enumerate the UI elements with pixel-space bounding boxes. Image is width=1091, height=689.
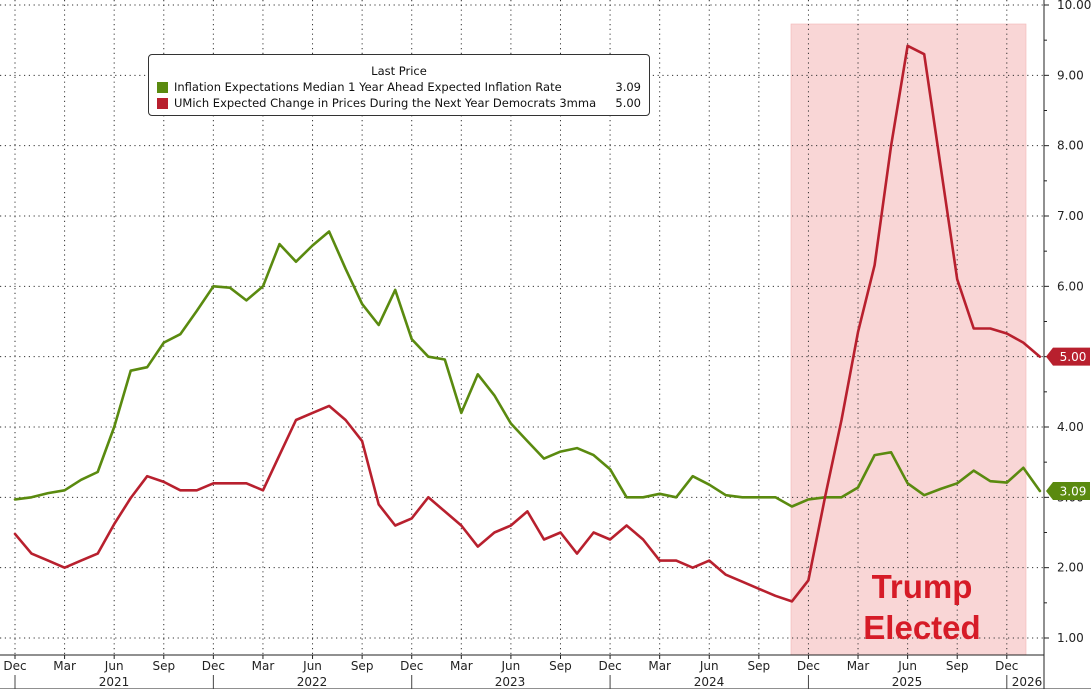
last-value-tag-green	[1046, 482, 1090, 501]
legend-title: Last Price	[371, 64, 427, 78]
chart-legend: Last Price Inflation Expectations Median…	[148, 54, 650, 116]
x-month-label: Dec	[3, 659, 26, 673]
x-month-label: Jun	[302, 659, 322, 673]
x-month-label: Dec	[400, 659, 423, 673]
y-tick-label: 9.00	[1057, 68, 1084, 82]
series-line-umich-democrats	[13, 44, 1042, 603]
trump-elected-annotation: Trump Elected	[822, 566, 1022, 648]
x-month-label: Dec	[995, 659, 1018, 673]
grid-lines	[0, 0, 1044, 655]
x-year-label: 2022	[297, 675, 328, 689]
x-month-label: Jun	[104, 659, 124, 673]
x-month-label: Mar	[450, 659, 473, 673]
legend-value: 5.00	[615, 96, 641, 110]
x-year-label: 2024	[694, 675, 725, 689]
y-tick-label: 8.00	[1057, 139, 1084, 153]
election-shaded-region	[790, 23, 1027, 656]
x-month-label: Mar	[847, 659, 870, 673]
x-month-label: Dec	[797, 659, 820, 673]
x-year-label: 2021	[99, 675, 130, 689]
legend-swatch-green	[157, 82, 168, 93]
x-month-label: Mar	[648, 659, 671, 673]
series-line-inflation-expectations	[13, 230, 1042, 508]
annotation-line-1: Trump	[871, 568, 973, 605]
y-tick-label: 2.00	[1057, 561, 1084, 575]
x-month-label: Sep	[351, 659, 374, 673]
x-month-label: Sep	[549, 659, 572, 673]
legend-entry-inflation-expectations: Inflation Expectations Median 1 Year Ahe…	[157, 80, 641, 95]
last-value-tags: 3.09 5.00	[1046, 347, 1090, 501]
x-month-label: Sep	[946, 659, 969, 673]
x-month-label: Dec	[598, 659, 621, 673]
legend-swatch-red	[157, 98, 168, 109]
x-year-label: 2025	[892, 675, 923, 689]
last-value-tag-red	[1046, 347, 1090, 366]
x-month-label: Jun	[897, 659, 917, 673]
x-month-label: Sep	[152, 659, 175, 673]
x-year-label: 2026	[1012, 675, 1043, 689]
legend-label: Inflation Expectations Median 1 Year Ahe…	[174, 80, 562, 94]
x-year-label: 2023	[495, 675, 526, 689]
x-month-label: Jun	[699, 659, 719, 673]
y-tick-label: 10.00	[1057, 0, 1091, 12]
x-month-label: Sep	[748, 659, 771, 673]
y-tick-label: 4.00	[1057, 420, 1084, 434]
series-lines	[13, 44, 1042, 603]
last-value-label: 5.00	[1060, 350, 1087, 364]
shaded-region-rect	[790, 23, 1027, 656]
y-tick-label: 6.00	[1057, 279, 1084, 293]
x-month-label: Mar	[53, 659, 76, 673]
legend-value: 3.09	[615, 80, 641, 94]
legend-label: UMich Expected Change in Prices During t…	[174, 96, 597, 110]
x-month-label: Dec	[202, 659, 225, 673]
annotation-line-2: Elected	[863, 609, 981, 646]
x-month-label: Jun	[501, 659, 521, 673]
y-tick-label: 7.00	[1057, 209, 1084, 223]
legend-entry-umich-democrats: UMich Expected Change in Prices During t…	[157, 96, 641, 111]
y-tick-label: 1.00	[1057, 631, 1084, 645]
last-value-label: 3.09	[1060, 485, 1087, 499]
x-month-label: Mar	[252, 659, 275, 673]
